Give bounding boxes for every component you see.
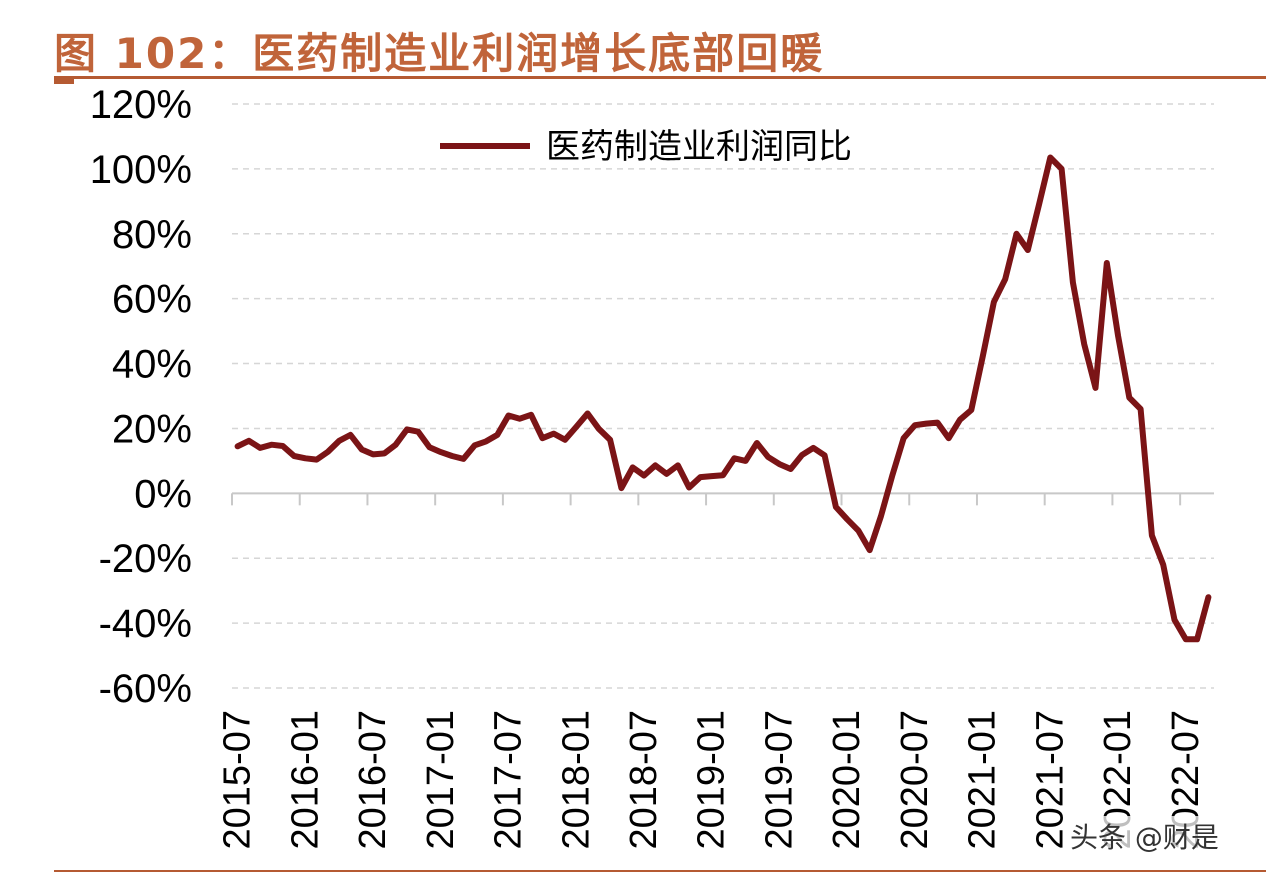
x-tick-label: 2020-07 [894,710,936,849]
x-tick-label: 2019-01 [691,710,733,849]
bottom-rule [54,870,1266,872]
x-tick-label: 2018-01 [555,710,597,849]
x-tick-label: 2017-07 [488,710,530,849]
y-tick-label: 100% [90,148,192,192]
title-underline-tick [54,76,74,84]
x-tick-label: 2021-01 [962,710,1004,849]
y-tick-label: 0% [134,472,192,516]
y-tick-label: -40% [99,602,192,646]
watermark: 头条 @财是 [1070,816,1219,856]
x-tick-label: 2015-07 [217,710,259,849]
y-tick-label: 80% [112,213,192,257]
figure-title: 图 102：医药制造业利润增长底部回暖 [54,29,825,78]
x-axis: 2015-07 2016-01 2016-07 2017-01 2017-07 2018-… [217,492,1214,849]
x-tick-label: 2016-01 [284,710,326,849]
y-tick-label: 120% [90,83,192,127]
y-tick-label: 60% [112,278,192,322]
x-tick-label: 2019-07 [758,710,800,849]
series-layer [234,154,1212,643]
legend-label: 医药制造业利润同比 [546,127,852,167]
x-tick-label: 2020-01 [826,710,868,849]
series-line-profit-yoy [234,154,1212,643]
y-tick-label: 20% [112,407,192,451]
x-tick-label: 2018-07 [623,710,665,849]
y-tick-label: -60% [99,667,192,711]
y-tick-label: 40% [112,343,192,387]
y-axis: -60% -40% -20% 0% 20% 40% 60% 80% 100% 120% [90,83,192,711]
x-tick-label: 2021-07 [1029,710,1071,849]
legend: 医药制造业利润同比 [440,127,852,167]
x-tick-label: 2017-01 [420,710,462,849]
title-underline [54,76,1266,79]
y-tick-label: -20% [99,537,192,581]
x-tick-label: 2016-07 [352,710,394,849]
